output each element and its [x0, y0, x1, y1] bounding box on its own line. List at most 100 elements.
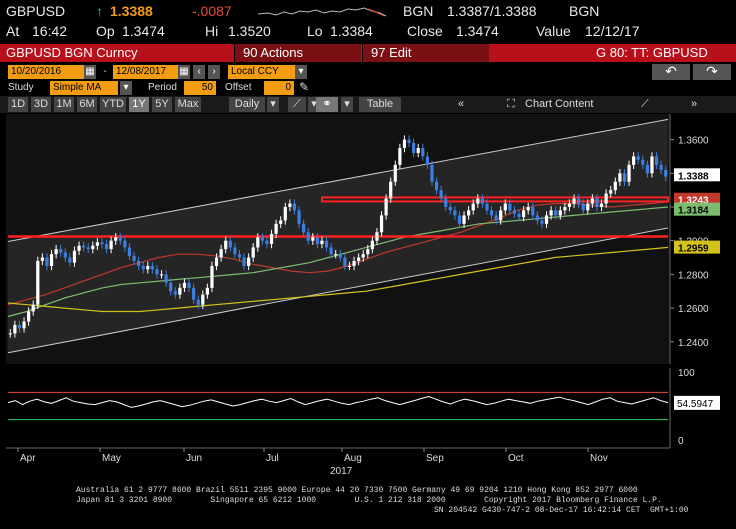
price-marker-label: 1.3184: [678, 206, 709, 217]
range-button-3d[interactable]: 3D: [31, 97, 51, 112]
candle-body: [540, 220, 544, 224]
study-row: Study Simple MA ▾ Period 50 Offset 0 ✎: [0, 80, 736, 95]
pencil-icon[interactable]: ✎: [299, 80, 310, 94]
candle-body: [467, 210, 471, 216]
candle-body: [311, 237, 315, 241]
y-tick-label: 1.2800: [678, 270, 709, 281]
rsi-last-marker: [674, 395, 720, 410]
price-marker-label: 1.2959: [678, 244, 709, 255]
candle-body: [169, 282, 173, 292]
candle-body: [370, 240, 374, 250]
range-button-max[interactable]: Max: [175, 97, 201, 112]
candle-body: [288, 203, 292, 207]
x-tick-label: Sep: [426, 453, 444, 464]
candle-body: [127, 247, 132, 256]
candle-body: [544, 215, 549, 224]
date-row: 10/20/2016 ▦ - 12/08/2017 ▦ ‹ › Local CC…: [0, 63, 736, 81]
candle-body: [269, 233, 274, 245]
prev-icon[interactable]: ‹: [193, 65, 205, 79]
candle-body: [297, 210, 301, 224]
range-button-5y[interactable]: 5Y: [152, 97, 172, 112]
date-separator: -: [99, 65, 111, 79]
chevron-down-icon[interactable]: ▾: [120, 81, 132, 95]
x-tick-label: Jul: [266, 453, 279, 464]
edit-button[interactable]: 97 Edit: [362, 44, 489, 62]
candle-body: [434, 181, 439, 191]
calendar-icon[interactable]: ▦: [84, 65, 96, 79]
range-button-1y[interactable]: 1Y: [129, 97, 149, 112]
candle-body: [77, 245, 81, 251]
rsi-line: [7, 395, 669, 408]
candle-body: [636, 156, 640, 160]
candle-body: [72, 250, 77, 263]
candle-body: [590, 198, 594, 204]
candle-body: [425, 156, 429, 165]
function-code: G 80: TT: GBPUSD: [596, 45, 708, 60]
candle-body: [329, 247, 333, 255]
table-button[interactable]: Table: [359, 97, 401, 112]
candle-body: [485, 203, 489, 211]
candle-body: [31, 304, 35, 312]
channel-lower-line: [7, 227, 669, 354]
next-icon[interactable]: ›: [208, 65, 220, 79]
range-button-1m[interactable]: 1M: [54, 97, 74, 112]
candle-body: [567, 203, 572, 207]
chevron-down-icon[interactable]: ▾: [295, 65, 307, 79]
candle-body: [398, 148, 402, 165]
undo-icon[interactable]: ↶: [652, 64, 690, 80]
price-chart[interactable]: 1.36001.34001.32001.30001.28001.26001.24…: [0, 114, 736, 484]
compare-icon[interactable]: ⚭: [316, 97, 338, 112]
collapse-icon[interactable]: «: [458, 98, 465, 110]
candle-body: [393, 164, 397, 182]
range-button-6m[interactable]: 6M: [77, 97, 97, 112]
footer-line-1: Australia 61 2 9777 8600 Brazil 5511 239…: [76, 486, 638, 495]
candle-body: [517, 213, 521, 218]
frequency-select[interactable]: Daily: [229, 97, 265, 112]
expand-icon[interactable]: »: [691, 98, 698, 110]
candle-body: [448, 206, 452, 211]
rsi-tick-label: 100: [678, 368, 695, 379]
candle-body: [604, 193, 608, 204]
study-select[interactable]: Simple MA: [50, 81, 118, 95]
period-field[interactable]: 50: [184, 81, 216, 95]
ticker-row: GBPUSD ↑ 1.3388 -.0087 BGN 1.3387/1.3388…: [0, 0, 736, 22]
candle-body: [361, 254, 365, 258]
footer-line-2: Japan 81 3 3201 8900 Singapore 65 6212 1…: [76, 496, 662, 505]
rsi-pane-bg: [6, 368, 670, 448]
redo-icon[interactable]: ↷: [693, 64, 731, 80]
candle-body: [563, 206, 567, 211]
calendar-icon[interactable]: ▦: [178, 65, 190, 79]
range-button-1d[interactable]: 1D: [8, 97, 28, 112]
candle-body: [338, 254, 342, 258]
candle-body: [554, 210, 558, 216]
end-date-field[interactable]: 12/08/2017: [113, 65, 181, 79]
candle-body: [389, 181, 393, 199]
candle-body: [196, 299, 200, 305]
candle-body: [581, 203, 585, 211]
candle-body: [228, 240, 232, 248]
chevron-down-icon[interactable]: ▾: [267, 97, 279, 112]
candle-body: [577, 198, 581, 204]
candle-body: [82, 245, 86, 248]
candle-body: [237, 254, 242, 258]
candle-body: [599, 203, 604, 207]
candle-body: [302, 223, 306, 233]
edit-line-icon[interactable]: ⟋: [641, 98, 649, 110]
currency-select[interactable]: Local CCY: [228, 65, 296, 79]
candle-body: [13, 324, 17, 334]
candle-body: [366, 249, 370, 255]
candle-body: [292, 203, 297, 211]
actions-button[interactable]: 90 Actions: [234, 44, 361, 62]
resistance-level-line: [321, 196, 669, 203]
offset-field[interactable]: 0: [264, 81, 294, 95]
chart-content-icon[interactable]: ⛶: [507, 98, 515, 110]
chart-content-button[interactable]: Chart Content: [525, 98, 594, 110]
start-date-field[interactable]: 10/20/2016: [8, 65, 86, 79]
candle-body: [22, 321, 26, 329]
candle-body: [402, 139, 407, 149]
range-button-ytd[interactable]: YTD: [100, 97, 126, 112]
line-chart-icon[interactable]: ⟋: [288, 97, 306, 112]
candle-body: [650, 156, 654, 174]
candle-body: [8, 333, 12, 335]
chevron-down-icon[interactable]: ▾: [341, 97, 353, 112]
